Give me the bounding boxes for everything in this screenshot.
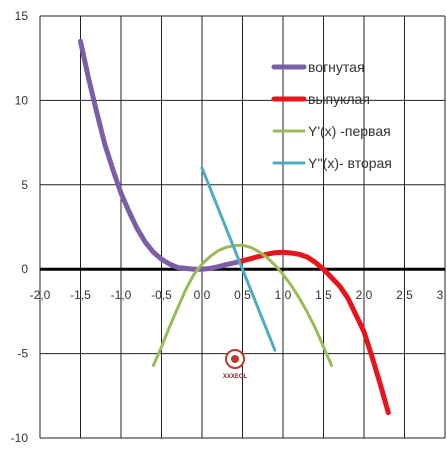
legend: вогнутая выпуклая Y'(x) -первая Y''(x)- вто…	[271, 59, 392, 171]
y-tick-label: 10	[15, 93, 29, 107]
watermark-emblem-center-icon	[231, 355, 239, 363]
legend-label-1: вогнутая	[308, 59, 365, 75]
y-tick-label: 5	[21, 178, 28, 192]
series-line-4	[200, 166, 277, 352]
x-tick-label: -1,0	[111, 288, 132, 302]
y-tick-label: -10	[11, 431, 29, 445]
y-tick-label: 15	[15, 9, 29, 23]
x-tick-label: 0,5	[234, 288, 251, 302]
x-tick-label: 2,0	[356, 288, 373, 302]
x-tick-label: 0,0	[194, 288, 211, 302]
x-tick-label: 1,0	[275, 288, 292, 302]
x-tick-label: -2,0	[30, 288, 51, 302]
data-series	[78, 38, 391, 416]
x-tick-label: 3,0	[437, 288, 447, 302]
series-line-1	[78, 38, 245, 272]
legend-label-4: Y''(x)- вторая	[308, 155, 392, 171]
legend-label-2: выпуклая	[308, 91, 370, 107]
x-tick-label: 2,5	[396, 288, 413, 302]
series-line-3	[151, 243, 334, 367]
x-tick-label: -1,5	[70, 288, 91, 302]
y-tick-label: -5	[17, 347, 28, 361]
watermark-logo: XXXEOL	[223, 349, 248, 380]
legend-label-3: Y'(x) -первая	[308, 123, 391, 139]
tick-labels: -2,0 -1,5 -1,0 -0,5 0,0 0,5 1,0 1,5 2,0 2,5 3,0 -10…	[11, 9, 447, 445]
y-tick-label: 0	[21, 262, 28, 276]
x-tick-label: 1,5	[315, 288, 332, 302]
x-tick-label: -0,5	[151, 288, 172, 302]
watermark-label: XXXEOL	[223, 374, 248, 380]
series-line-2	[240, 249, 391, 416]
